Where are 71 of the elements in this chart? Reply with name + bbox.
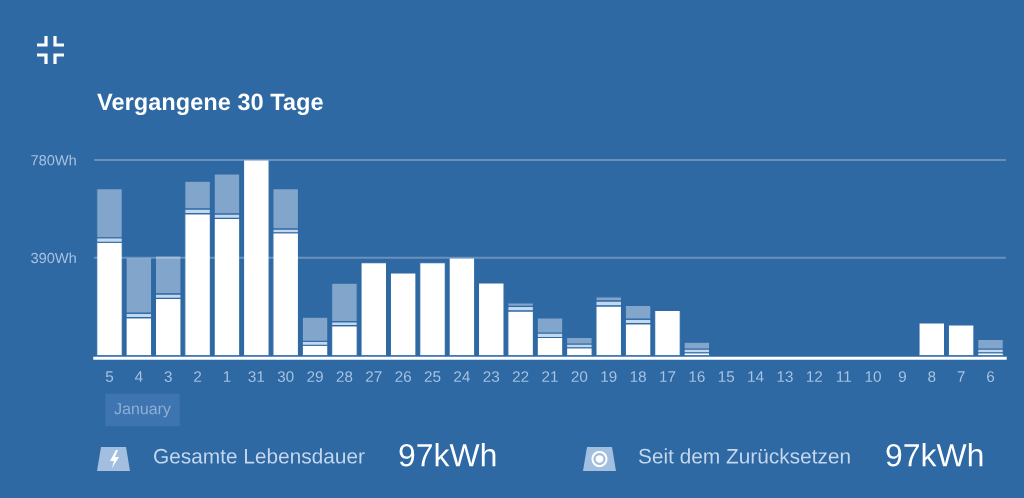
bar — [125, 317, 153, 356]
x-tick-label: 19 — [601, 371, 617, 382]
bar — [947, 324, 975, 356]
bar — [272, 232, 300, 356]
bar — [331, 325, 358, 356]
text: 97kWh — [886, 443, 983, 467]
x-tick-label: 16 — [689, 371, 705, 382]
bar — [507, 310, 534, 356]
bar — [96, 188, 123, 239]
x-tick-label: 14 — [748, 371, 764, 382]
x-tick-label: 12 — [806, 371, 823, 382]
y-tick-label: 780Wh — [31, 154, 76, 166]
x-tick-label: 3 — [164, 371, 172, 382]
bar — [536, 317, 564, 334]
bar — [624, 323, 652, 356]
x-tick-label: 28 — [336, 371, 353, 382]
text: Seit dem Zurücksetzen — [638, 448, 850, 464]
text: 97kWh — [399, 443, 496, 467]
x-tick-label: 5 — [105, 371, 114, 382]
bar — [654, 309, 681, 356]
x-tick-label: 11 — [836, 371, 851, 382]
bar — [448, 257, 476, 356]
bar — [566, 336, 593, 345]
x-tick-label: 10 — [865, 371, 881, 382]
bar — [242, 160, 270, 356]
x-tick-label: 27 — [366, 371, 382, 382]
text: Gesamte Lebensdauer — [154, 448, 365, 464]
bar — [184, 213, 211, 356]
x-tick-label: 25 — [424, 371, 441, 382]
bar — [184, 180, 211, 210]
bar — [96, 241, 123, 356]
x-tick-label: 30 — [277, 371, 294, 382]
x-tick-label: 2 — [194, 371, 202, 382]
x-tick-label: 17 — [660, 371, 676, 382]
chart-title: Vergangene 30 Tage — [97, 93, 323, 116]
x-tick-label: 20 — [571, 371, 588, 382]
bar — [154, 297, 182, 356]
bar — [154, 255, 182, 295]
x-tick-label: 24 — [454, 371, 470, 382]
bar — [331, 282, 358, 323]
bar — [389, 272, 417, 356]
bar — [301, 316, 329, 342]
x-tick-label: 31 — [248, 371, 265, 382]
bar — [683, 341, 711, 350]
bar — [213, 217, 241, 356]
x-tick-label: 4 — [134, 371, 143, 382]
bar — [213, 173, 241, 215]
x-tick-label: 21 — [542, 371, 558, 382]
bar — [125, 257, 153, 314]
x-tick-label: 15 — [718, 371, 735, 382]
bar — [918, 322, 946, 356]
bar — [272, 188, 300, 230]
x-tick-label: 26 — [395, 371, 411, 382]
x-tick-label: 23 — [483, 371, 500, 382]
bar — [360, 262, 388, 356]
x-tick-label: 8 — [928, 371, 936, 382]
x-tick-label: 7 — [957, 371, 965, 382]
x-tick-label: 29 — [307, 371, 323, 382]
x-tick-label: 1 — [223, 371, 231, 382]
x-tick-label: 18 — [630, 371, 646, 382]
bar — [624, 304, 652, 320]
bar — [477, 282, 505, 356]
bar — [419, 262, 446, 356]
text: January — [114, 403, 171, 418]
x-tick-label: 9 — [898, 371, 906, 382]
bar — [977, 338, 1004, 350]
bar — [595, 305, 623, 356]
y-tick-label: 390Wh — [31, 252, 76, 264]
x-tick-label: 6 — [987, 371, 995, 382]
x-tick-label: 13 — [777, 371, 793, 382]
x-tick-label: 22 — [512, 371, 529, 382]
